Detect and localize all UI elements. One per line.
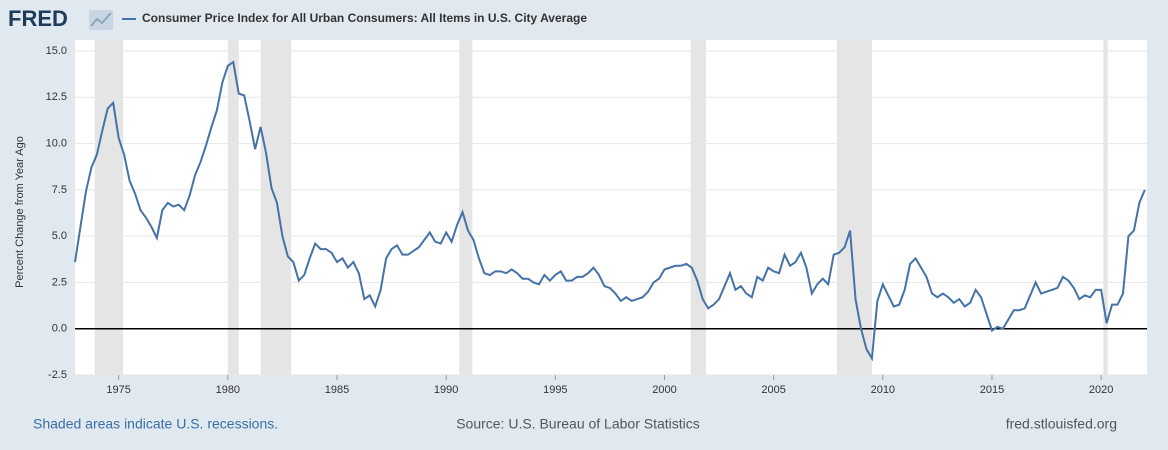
y-tick-label: 5.0 (52, 230, 67, 242)
y-tick-label: -2.5 (48, 369, 67, 381)
y-tick-label: 2.5 (52, 276, 67, 288)
recession-band (227, 40, 239, 375)
logo-icon (89, 10, 113, 30)
y-tick-label: 7.5 (52, 184, 67, 196)
x-tick-label: 1990 (434, 384, 458, 396)
site-link[interactable]: fred.stlouisfed.org (1006, 416, 1117, 432)
x-tick-label: 1980 (216, 384, 240, 396)
source: Source: U.S. Bureau of Labor Statistics (456, 416, 700, 432)
x-tick-label: 2005 (761, 384, 785, 396)
x-tick-label: 2000 (652, 384, 676, 396)
recession-band (94, 40, 124, 375)
y-tick-label: 0.0 (52, 323, 67, 335)
recession-band (1103, 40, 1108, 375)
legend-label: Consumer Price Index for All Urban Consu… (142, 11, 587, 25)
y-axis-label: Percent Change from Year Ago (14, 136, 26, 288)
y-tick-label: 10.0 (46, 137, 67, 149)
recession-band (459, 40, 473, 375)
recession-band (690, 40, 706, 375)
x-tick-label: 1995 (543, 384, 567, 396)
series-line (74, 60, 1146, 362)
y-tick-label: 12.5 (46, 91, 67, 103)
recession-note[interactable]: Shaded areas indicate U.S. recessions. (33, 416, 278, 432)
logo: FRED (8, 6, 68, 31)
y-tick-label: 15.0 (46, 45, 67, 57)
x-tick-label: 2010 (871, 384, 895, 396)
recession-band (836, 40, 872, 375)
x-tick-label: 1985 (325, 384, 349, 396)
x-tick-label: 2015 (980, 384, 1004, 396)
x-tick-label: 1975 (106, 384, 130, 396)
x-tick-label: 2020 (1089, 384, 1113, 396)
recession-band (260, 40, 292, 375)
plot-area (75, 40, 1147, 375)
